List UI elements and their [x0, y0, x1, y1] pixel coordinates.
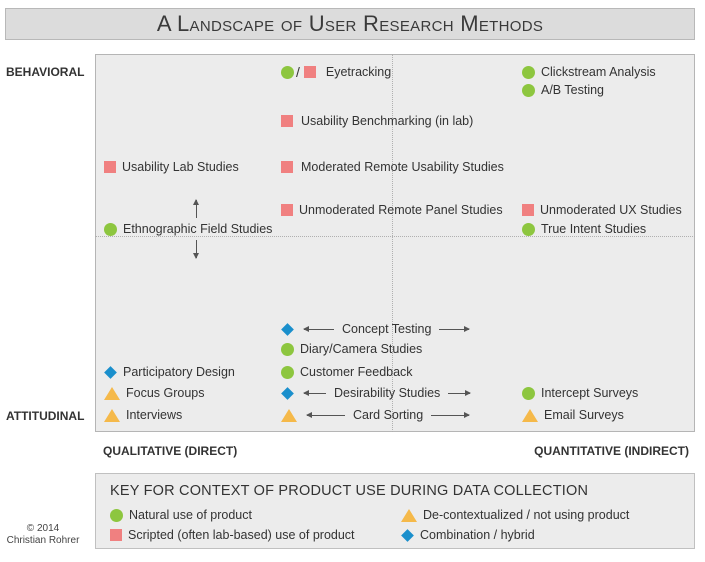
method-concept-testing: Concept Testing — [281, 321, 473, 337]
method-unmoderated-ux-studies: Unmoderated UX Studies — [522, 202, 682, 218]
method-label: Unmoderated Remote Panel Studies — [299, 203, 503, 217]
vertical-midline — [392, 54, 393, 432]
method-label: Focus Groups — [126, 386, 205, 400]
copyright-year: © 2014 — [26, 523, 60, 534]
natural-use-marker — [522, 386, 535, 400]
combination-marker — [104, 365, 117, 379]
decontextualized-marker — [401, 508, 417, 522]
method-label: Concept Testing — [342, 322, 432, 336]
method-label: Customer Feedback — [300, 365, 413, 379]
arrow-right-icon — [448, 389, 472, 396]
method-label: Diary/Camera Studies — [300, 342, 423, 356]
decontextualized-marker — [104, 386, 120, 400]
legend-label: Natural use of product — [129, 508, 252, 522]
method-intercept-surveys: Intercept Surveys — [522, 385, 638, 401]
axis-label-behavioral: BEHAVIORAL — [6, 65, 85, 79]
method-usability-lab-studies: Usability Lab Studies — [104, 159, 239, 175]
method-label: Clickstream Analysis — [541, 65, 656, 79]
method-customer-feedback: Customer Feedback — [281, 364, 413, 380]
method-card-sorting: Card Sorting — [281, 407, 473, 423]
natural-use-marker — [110, 508, 123, 522]
method-unmoderated-remote-panel: Unmoderated Remote Panel Studies — [281, 202, 503, 218]
method-label: Desirability Studies — [334, 386, 441, 400]
scripted-use-marker — [303, 66, 316, 78]
method-label: Card Sorting — [353, 408, 424, 422]
decontextualized-marker — [281, 408, 297, 422]
scripted-use-marker — [281, 204, 293, 216]
method-interviews: Interviews — [104, 407, 182, 423]
natural-use-marker — [522, 83, 535, 97]
decontextualized-marker — [104, 408, 120, 422]
method-label: Usability Benchmarking (in lab) — [301, 114, 474, 128]
arrow-left-icon — [306, 411, 345, 418]
method-label: True Intent Studies — [541, 222, 647, 236]
arrow-up-icon — [193, 199, 199, 218]
method-label: Usability Lab Studies — [122, 160, 239, 174]
method-label: Ethnographic Field Studies — [123, 222, 273, 236]
combination-marker — [401, 528, 414, 542]
axis-label-attitudinal: ATTITUDINAL — [6, 409, 85, 423]
arrow-left-icon — [303, 389, 326, 396]
combination-marker — [281, 386, 294, 400]
legend-title: KEY FOR CONTEXT OF PRODUCT USE DURING DA… — [110, 483, 589, 499]
legend-label: Combination / hybrid — [420, 528, 535, 542]
copyright-author: Christian Rohrer — [6, 535, 80, 546]
scripted-use-marker — [104, 161, 116, 173]
legend-box — [95, 473, 695, 549]
method-label: Intercept Surveys — [541, 386, 639, 400]
legend-item-decontextualized: De-contextualized / not using product — [401, 507, 629, 523]
natural-use-marker — [281, 342, 294, 356]
method-usability-benchmarking: Usability Benchmarking (in lab) — [281, 113, 473, 129]
natural-use-marker — [104, 222, 117, 236]
method-participatory-design: Participatory Design — [104, 364, 235, 380]
arrow-down-icon — [193, 240, 199, 259]
method-clickstream-analysis: Clickstream Analysis — [522, 64, 656, 80]
method-label: Interviews — [126, 408, 183, 422]
axis-label-qualitative: QUALITATIVE (DIRECT) — [103, 444, 238, 458]
natural-use-marker — [281, 365, 294, 379]
slash-separator: / — [296, 64, 300, 80]
method-email-surveys: Email Surveys — [522, 407, 624, 423]
legend-item-natural: Natural use of product — [110, 507, 252, 523]
legend-label: De-contextualized / not using product — [423, 508, 630, 522]
legend-item-scripted: Scripted (often lab-based) use of produc… — [110, 527, 355, 543]
scripted-use-marker — [281, 161, 293, 173]
copyright-notice: © 2014 Christian Rohrer — [0, 523, 86, 547]
decontextualized-marker — [522, 408, 538, 422]
method-focus-groups: Focus Groups — [104, 385, 205, 401]
arrow-left-icon — [303, 325, 334, 332]
method-ab-testing: A/B Testing — [522, 82, 604, 98]
method-true-intent-studies: True Intent Studies — [522, 221, 646, 237]
method-eyetracking: / Eyetracking — [281, 64, 391, 80]
page-title: A Landscape of User Research Methods — [5, 8, 695, 40]
landscape-plot-area — [95, 54, 695, 432]
arrow-right-icon — [431, 411, 471, 418]
natural-use-marker — [522, 222, 535, 236]
legend-label: Scripted (often lab-based) use of produc… — [128, 528, 355, 542]
method-moderated-remote-usability: Moderated Remote Usability Studies — [281, 159, 504, 175]
method-label: A/B Testing — [541, 83, 605, 97]
legend-item-combination: Combination / hybrid — [401, 527, 535, 543]
method-label: Participatory Design — [123, 365, 235, 379]
method-ethnographic-field-studies: Ethnographic Field Studies — [104, 221, 272, 237]
axis-label-quantitative: QUANTITATIVE (INDIRECT) — [534, 444, 689, 458]
scripted-use-marker — [522, 204, 534, 216]
method-label: Email Surveys — [544, 408, 624, 422]
method-label: Eyetracking — [325, 65, 392, 79]
natural-use-marker — [522, 65, 535, 79]
scripted-use-marker — [281, 115, 293, 127]
natural-use-marker — [281, 65, 294, 79]
horizontal-midline — [95, 236, 695, 237]
combination-marker — [281, 322, 294, 336]
method-label: Unmoderated UX Studies — [540, 203, 682, 217]
arrow-right-icon — [439, 325, 471, 332]
method-diary-camera-studies: Diary/Camera Studies — [281, 341, 422, 357]
scripted-use-marker — [110, 529, 122, 541]
method-desirability-studies: Desirability Studies — [281, 385, 474, 401]
method-label: Moderated Remote Usability Studies — [301, 160, 504, 174]
